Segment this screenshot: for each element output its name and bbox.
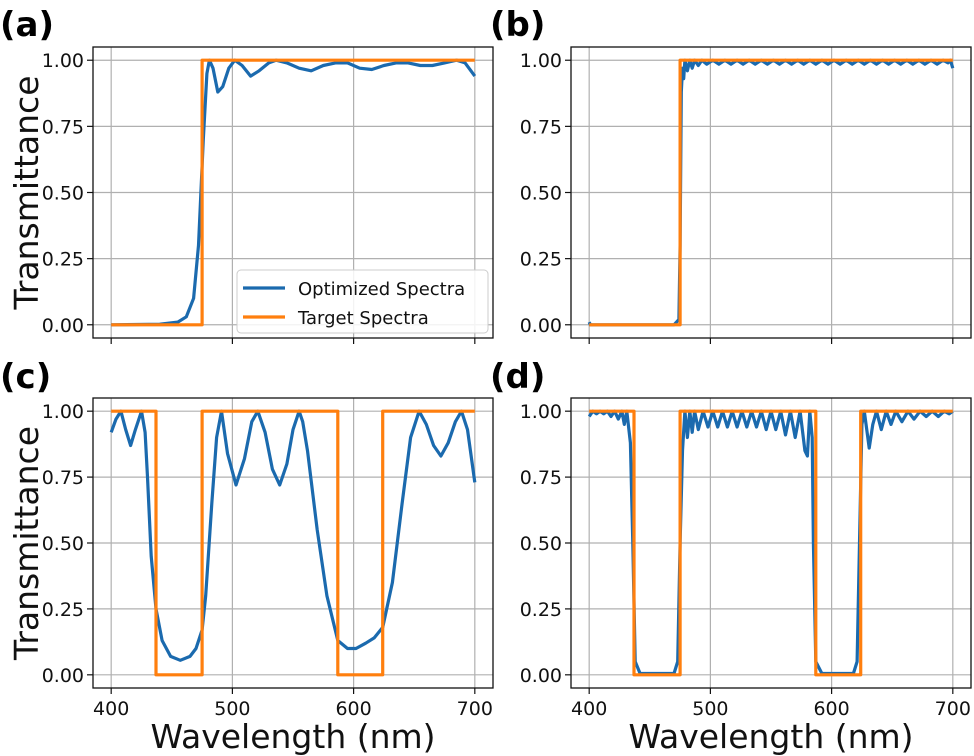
y-axis-label: Transmittance <box>7 76 46 311</box>
panel-d: (d) 400 500 600 700 0.00 0.25 0.50 0.75 1.00 Wavel… <box>490 357 972 756</box>
target-spectra-line <box>589 58 953 327</box>
optimized-spectra-line <box>587 409 954 676</box>
legend-label-target: Target Spectra <box>297 308 429 329</box>
y-tick-label: 1.00 <box>42 401 84 423</box>
y-tick-label: 0.50 <box>42 533 84 555</box>
y-tick-label: 0.50 <box>42 183 84 205</box>
panel-label: (d) <box>490 357 545 397</box>
axes-frame <box>92 397 494 689</box>
y-tick-label: 1.00 <box>520 401 562 423</box>
x-tick-label: 400 <box>571 698 607 720</box>
y-tick-label: 0.75 <box>42 116 84 138</box>
target-spectra-line <box>111 409 475 677</box>
panel-label: (b) <box>490 5 545 45</box>
panel-label: (c) <box>0 357 51 397</box>
target-spectra-line <box>589 409 953 677</box>
y-tick-label: 0.50 <box>520 183 562 205</box>
panel-b: (b) 0.00 0.25 0.50 0.75 1.00 <box>490 5 972 344</box>
x-tick-label: 400 <box>93 698 129 720</box>
x-tick-label: 600 <box>813 698 849 720</box>
y-tick-label: 0.75 <box>520 116 562 138</box>
x-tick-label: 500 <box>214 698 250 720</box>
optimized-spectra-line <box>587 58 955 327</box>
y-tick-label: 1.00 <box>520 50 562 72</box>
panel-a: (a) 0.00 0.25 0.50 0.75 1.00 Transmittance <box>0 5 494 344</box>
y-tick-label: 0.25 <box>520 599 562 621</box>
axes-frame <box>570 397 972 689</box>
x-tick-label: 700 <box>457 698 493 720</box>
y-tick-label: 0.50 <box>520 533 562 555</box>
legend-label-optimized: Optimized Spectra <box>298 279 465 300</box>
y-tick-label: 0.25 <box>520 249 562 271</box>
x-tick-label: 700 <box>935 698 971 720</box>
y-tick-label: 0.25 <box>42 599 84 621</box>
axes-frame <box>570 46 972 339</box>
y-tick-label: 0.75 <box>42 467 84 489</box>
legend: Optimized Spectra Target Spectra <box>236 269 489 334</box>
y-tick-label: 0.25 <box>42 249 84 271</box>
optimized-spectra-line <box>109 409 477 662</box>
y-tick-label: 0.00 <box>520 665 562 687</box>
y-tick-label: 0.75 <box>520 467 562 489</box>
y-tick-label: 0.00 <box>520 315 562 337</box>
x-tick-label: 600 <box>335 698 371 720</box>
panel-label: (a) <box>0 5 54 45</box>
target-spectra-line <box>111 58 475 327</box>
x-axis-label: Wavelength (nm) <box>150 717 435 756</box>
x-axis-label: Wavelength (nm) <box>628 717 913 756</box>
axes-frame <box>92 46 494 339</box>
y-tick-label: 1.00 <box>42 50 84 72</box>
y-tick-label: 0.00 <box>42 665 84 687</box>
y-axis-label: Transmittance <box>7 426 46 661</box>
panel-c: (c) 400 500 600 700 0.00 0.25 0.50 0.75 1.00 Trans… <box>0 357 494 756</box>
y-tick-label: 0.00 <box>42 315 84 337</box>
x-tick-label: 500 <box>692 698 728 720</box>
legend-box <box>236 269 489 334</box>
